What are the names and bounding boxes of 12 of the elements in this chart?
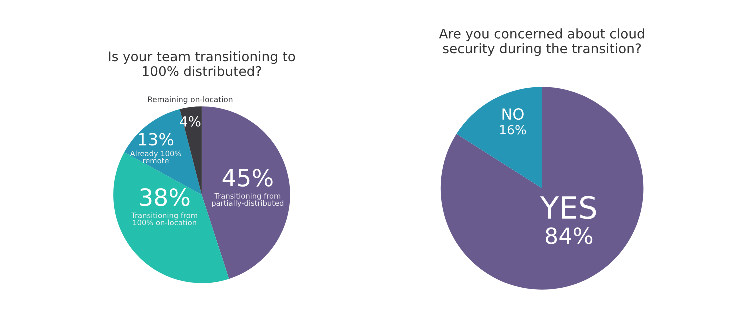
chart-title: Are you concerned about cloud security during the transition? (439, 28, 644, 56)
data-label: 38% (140, 188, 190, 206)
pie-slice (456, 87, 542, 188)
data-label: 13% (139, 133, 174, 146)
slice-label: YES (540, 196, 596, 220)
data-label: 45% (222, 169, 273, 187)
chart-title: Is your team transitioning to 100% distributed? (109, 51, 296, 76)
slice-label: NO (502, 108, 524, 120)
data-label: 84% (546, 228, 593, 244)
pie-slice (202, 106, 290, 280)
pie-slice (440, 87, 644, 290)
data-label: 16% (500, 125, 526, 135)
